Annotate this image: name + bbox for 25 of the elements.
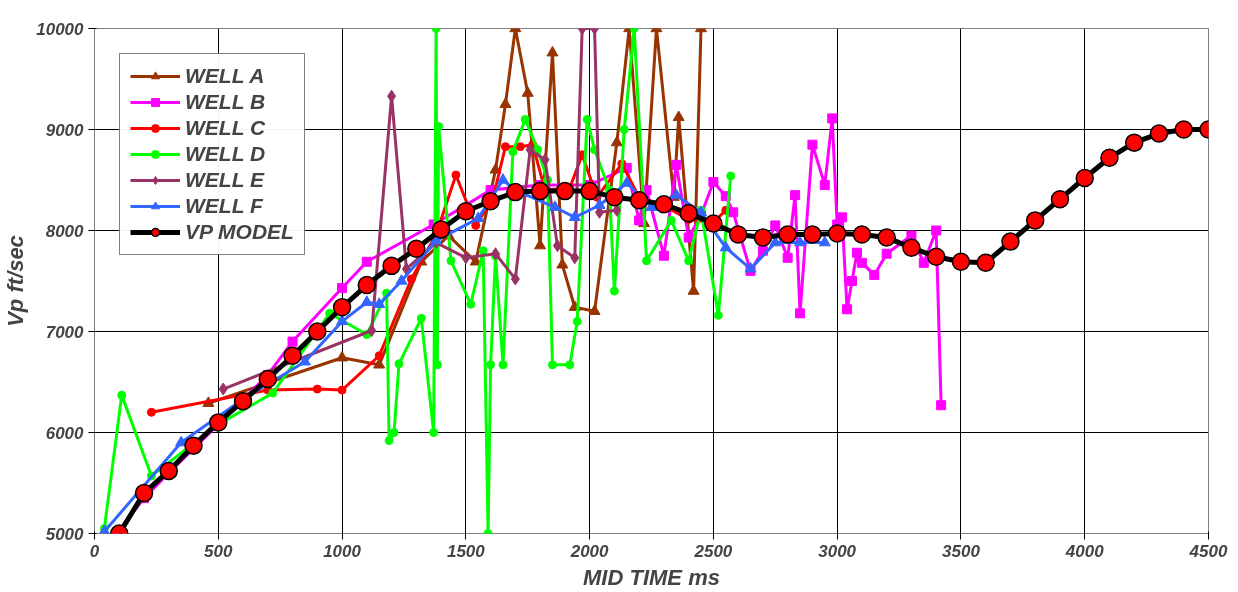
x-tick-label: 0 xyxy=(89,541,100,561)
legend-label: WELL F xyxy=(185,194,263,218)
legend-label: WELL D xyxy=(185,142,266,166)
y-axis-title: Vp ft/sec xyxy=(3,235,29,327)
y-tick-label: 6000 xyxy=(45,423,85,443)
x-tick-label: 4000 xyxy=(1064,541,1105,561)
legend-label: WELL A xyxy=(185,64,265,88)
x-axis-title: MID TIME ms xyxy=(583,564,720,590)
x-tick-label: 3500 xyxy=(942,541,981,561)
legend-label: WELL B xyxy=(185,90,266,114)
x-tick-label: 1500 xyxy=(446,541,486,561)
y-tick-label: 5000 xyxy=(45,524,85,544)
y-tick-label: 8000 xyxy=(45,221,85,241)
y-tick-label: 9000 xyxy=(45,120,85,140)
x-tick-label: 2500 xyxy=(693,541,733,561)
x-tick-label: 2000 xyxy=(569,541,610,561)
legend-label: WELL C xyxy=(185,116,266,140)
x-tick-label: 1000 xyxy=(323,541,362,561)
legend-label: WELL E xyxy=(185,168,264,192)
x-tick-label: 4500 xyxy=(1188,541,1228,561)
legend-label: VP MODEL xyxy=(185,220,294,244)
x-tick-label: 3000 xyxy=(818,541,857,561)
y-tick-label: 7000 xyxy=(45,322,85,342)
x-tick-label: 500 xyxy=(204,541,234,561)
y-tick-label: 10000 xyxy=(36,19,85,39)
